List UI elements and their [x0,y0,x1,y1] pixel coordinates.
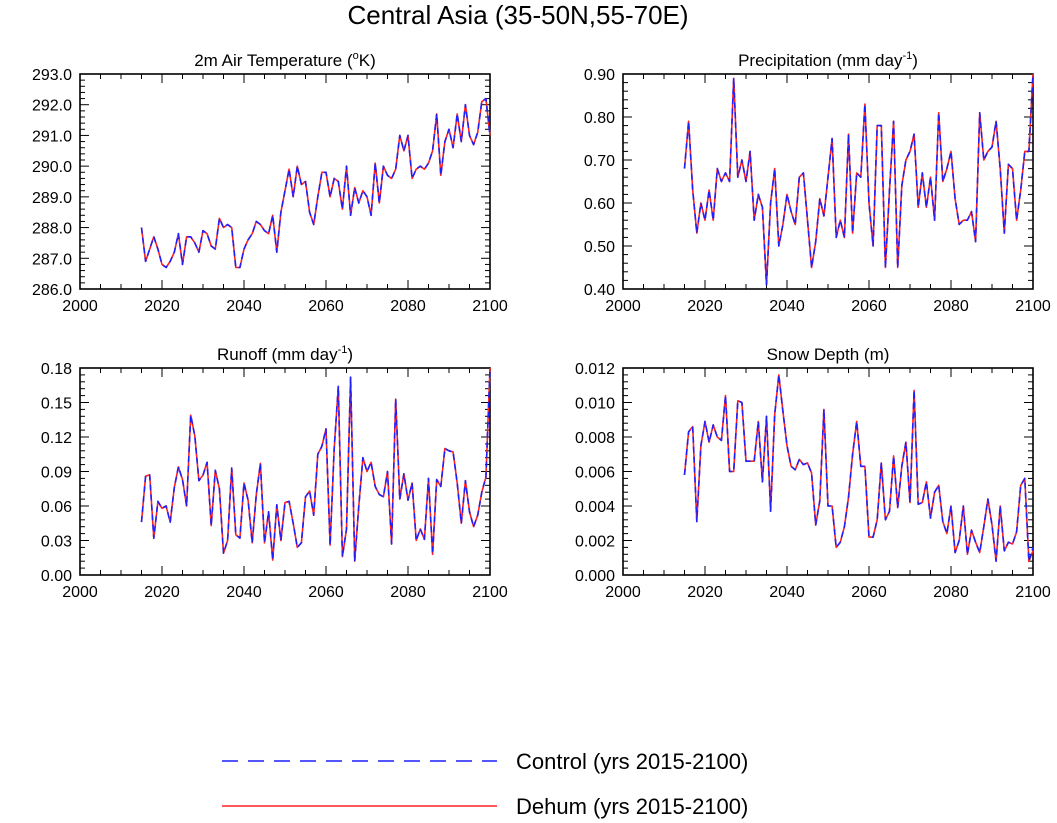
plot-frame [79,367,491,576]
x-tick-label: 2100 [472,584,508,601]
x-tick-label: 2000 [605,298,641,315]
figure-title: Central Asia (35-50N,55-70E) [347,0,688,30]
y-tick-label: 286.0 [32,282,72,299]
legend-dehum-label: Dehum (yrs 2015-2100) [516,794,748,819]
x-tick-label: 2080 [933,584,969,601]
series-line-dehum [683,73,1034,286]
series-line-control [683,73,1034,286]
panel-title: 2m Air Temperature (oK) [194,50,376,70]
y-tick-label: 0.010 [575,396,615,413]
x-tick-label: 2020 [144,584,180,601]
y-tick-label: 0.70 [584,153,615,170]
y-tick-label: 0.18 [41,361,72,378]
x-tick-label: 2100 [472,298,508,315]
series-line-dehum [683,374,1034,563]
y-tick-label: 0.004 [575,499,615,516]
y-tick-label: 0.000 [575,568,615,585]
y-tick-label: 0.008 [575,430,615,447]
x-tick-label: 2040 [769,584,805,601]
panel-title: Runoff (mm day-1) [217,344,353,364]
y-tick-label: 290.0 [32,159,72,176]
chart-panel-air-temperature: 2m Air Temperature (oK) 2000 2020 2040 2060 2… [32,50,508,315]
chart-panels: 2m Air Temperature (oK) 2000 2020 2040 2060 2… [32,50,1051,601]
x-tick-label: 2000 [605,584,641,601]
x-tick-label: 2080 [390,584,426,601]
panel-title-superscript: o [353,50,359,62]
y-tick-label: 0.60 [584,196,615,213]
y-tick-label: 0.006 [575,465,615,482]
x-tick-label: 2080 [390,298,426,315]
plot-frame [79,73,491,290]
x-tick-label: 2060 [851,584,887,601]
x-tick-label: 2000 [62,584,98,601]
panel-title-tail: K) [359,51,376,70]
y-tick-label: 0.06 [41,499,72,516]
y-tick-label: 288.0 [32,221,72,238]
x-tick-label: 2060 [308,298,344,315]
chart-panel-runoff: Runoff (mm day-1) 2000 2020 2040 2060 2080 210… [41,344,508,601]
x-tick-label: 2100 [1015,584,1051,601]
x-tick-label: 2080 [933,298,969,315]
x-tick-label: 2000 [62,298,98,315]
panel-title-tail: ) [912,51,918,70]
y-tick-label: 0.15 [41,396,72,413]
y-tick-label: 291.0 [32,128,72,145]
series-line-control [140,367,491,563]
x-tick-label: 2020 [144,298,180,315]
x-tick-label: 2020 [687,584,723,601]
legend: Control (yrs 2015-2100) Dehum (yrs 2015-… [222,749,748,819]
x-tick-label: 2020 [687,298,723,315]
y-tick-label: 0.50 [584,239,615,256]
y-tick-label: 287.0 [32,251,72,268]
x-tick-label: 2100 [1015,298,1051,315]
x-tick-label: 2040 [769,298,805,315]
panel-title-superscript: -1 [902,50,912,62]
panel-title: Snow Depth (m) [767,345,890,364]
panel-title-text: Runoff (mm day [217,345,338,364]
y-tick-label: 0.12 [41,430,72,447]
y-tick-label: 0.012 [575,361,615,378]
y-tick-label: 0.80 [584,110,615,127]
y-tick-label: 0.002 [575,534,615,551]
x-tick-label: 2040 [226,584,262,601]
panel-title-text: Precipitation (mm day [738,51,903,70]
panel-title: Precipitation (mm day-1) [738,50,918,70]
chart-panel-precipitation: Precipitation (mm day-1) 2000 2020 2040 2060… [584,50,1051,315]
series-line-dehum [140,367,491,563]
chart-panel-snow-depth: Snow Depth (m) 2000 2020 2040 2060 2080 2100 0.… [575,345,1051,601]
panel-title-tail: ) [347,345,353,364]
series-line-control [683,374,1034,563]
y-tick-label: 0.09 [41,465,72,482]
series-line-dehum [140,97,491,269]
panel-title-text: 2m Air Temperature ( [194,51,353,70]
series-line-control [140,97,491,269]
y-tick-label: 0.40 [584,282,615,299]
y-tick-label: 293.0 [32,67,72,84]
panel-title-text: Snow Depth (m) [767,345,890,364]
legend-control-label: Control (yrs 2015-2100) [516,749,748,774]
y-tick-label: 292.0 [32,98,72,115]
y-tick-label: 0.00 [41,568,72,585]
panel-title-superscript: -1 [338,344,348,356]
y-tick-label: 0.03 [41,534,72,551]
x-tick-label: 2060 [308,584,344,601]
y-tick-label: 289.0 [32,190,72,207]
x-tick-label: 2060 [851,298,887,315]
x-tick-label: 2040 [226,298,262,315]
y-tick-label: 0.90 [584,67,615,84]
